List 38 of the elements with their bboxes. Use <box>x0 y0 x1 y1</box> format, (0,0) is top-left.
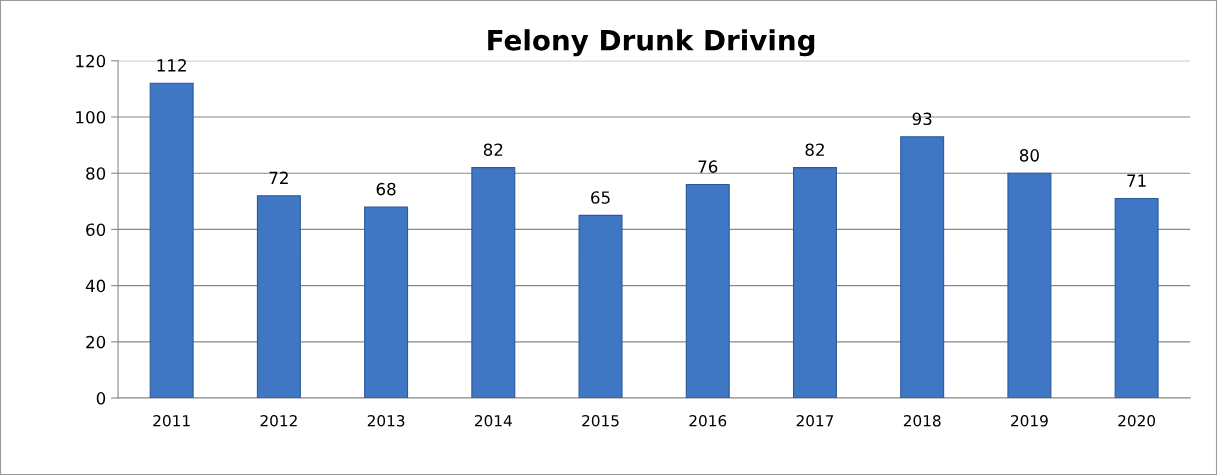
x-tick-label: 2012 <box>260 414 297 427</box>
y-tick-label: 100 <box>76 110 106 124</box>
data-label: 71 <box>1127 174 1146 187</box>
data-label: 68 <box>376 182 396 196</box>
y-tick-label: 60 <box>86 223 106 236</box>
bar <box>1007 172 1052 399</box>
bar <box>471 167 516 399</box>
data-label: 93 <box>912 112 932 126</box>
data-label: 112 <box>157 59 186 72</box>
data-label: 82 <box>483 143 503 157</box>
x-tick-label: 2011 <box>153 414 190 427</box>
x-tick-label: 2013 <box>367 414 405 427</box>
data-label: 72 <box>269 171 288 184</box>
y-tick-label: 40 <box>85 279 106 293</box>
bar <box>256 195 301 399</box>
data-label: 82 <box>805 143 824 157</box>
x-tick-label: 2015 <box>582 414 619 427</box>
bar <box>149 82 194 399</box>
y-tick-label: 20 <box>86 335 106 349</box>
data-label: 80 <box>1019 149 1039 162</box>
x-tick-label: 2016 <box>689 414 727 427</box>
bar <box>364 206 409 399</box>
x-tick-label: 2019 <box>1011 414 1048 427</box>
bar <box>900 136 945 399</box>
data-label: 65 <box>591 191 610 204</box>
x-tick-label: 2014 <box>474 414 512 427</box>
x-tick-label: 2017 <box>796 414 834 427</box>
y-tick-label: 80 <box>86 167 106 180</box>
y-tick-label: 120 <box>76 54 106 68</box>
x-tick-label: 2020 <box>1118 414 1156 427</box>
bar <box>685 183 730 399</box>
data-label: 76 <box>698 160 718 173</box>
y-tick-label: 0 <box>96 392 106 405</box>
bar <box>1114 197 1159 399</box>
bar <box>578 214 623 399</box>
bar <box>792 167 837 399</box>
chart-title: Felony Drunk Driving <box>488 29 815 57</box>
x-tick-label: 2018 <box>903 414 941 427</box>
